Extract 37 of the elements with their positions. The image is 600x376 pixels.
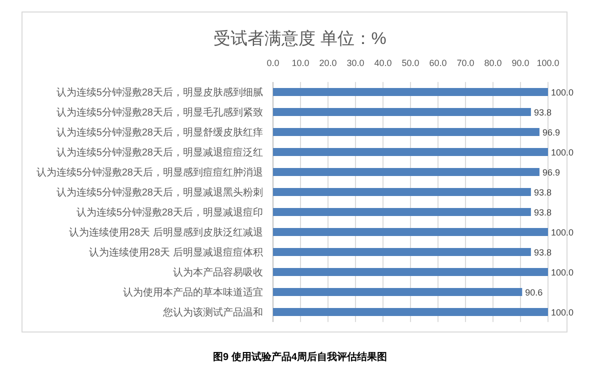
- title: 受试者满意度 单位：%: [214, 29, 386, 48]
- category: 认为连续5分钟湿敷28天后，明显减退痘印: [76, 208, 263, 218]
- category: 认为使用本产品的草本味道适宜: [123, 288, 263, 298]
- xtick: 100.0: [536, 58, 560, 68]
- category: 认为连续5分钟湿敷28天后，明显毛孔感到紧致: [56, 108, 263, 118]
- xtick: 0.0: [266, 58, 280, 68]
- xtick: 80.0: [484, 58, 502, 68]
- xtick: 60.0: [429, 58, 447, 68]
- category: 认为连续使用28天 后明显减退痘痘体积: [89, 248, 263, 258]
- category: 认为连续5分钟湿敷28天后，明显舒缓皮肤红痒: [56, 128, 263, 138]
- value-label: 100.0: [551, 268, 574, 278]
- xtick: 70.0: [456, 58, 474, 68]
- value-label: 93.8: [534, 248, 552, 258]
- category: 认为连续5分钟湿敷28天后，明显感到痘痘红肿消退: [36, 168, 263, 178]
- value-label: 93.8: [534, 208, 552, 218]
- category: 认为本产品容易吸收: [173, 268, 263, 278]
- category: 认为连续5分钟湿敷28天后，明显减退黑头粉刺: [56, 188, 263, 198]
- xtick: 20.0: [319, 58, 337, 68]
- category: 认为连续5分钟湿敷28天后，明显减退痘痘泛红: [56, 148, 263, 158]
- xtick: 30.0: [346, 58, 364, 68]
- value-label: 96.9: [542, 128, 560, 138]
- value-label: 93.8: [534, 108, 552, 118]
- value-label: 100.0: [551, 228, 574, 238]
- value-label: 93.8: [534, 188, 552, 198]
- annotation: 图9 使用试验产品4周后自我评估结果图: [213, 352, 387, 363]
- xtick: 10.0: [292, 58, 310, 68]
- category: 您认为该测试产品温和: [163, 308, 263, 318]
- category: 认为连续使用28天 后明显感到皮肤泛红减退: [69, 228, 263, 238]
- xtick: 50.0: [402, 58, 420, 68]
- value-label: 90.6: [525, 288, 543, 298]
- value-label: 96.9: [542, 168, 560, 178]
- category: 认为连续5分钟湿敷28天后，明显皮肤感到细腻: [56, 88, 263, 98]
- value-label: 100.0: [551, 148, 574, 158]
- value-label: 100.0: [551, 308, 574, 318]
- xtick: 40.0: [374, 58, 392, 68]
- xtick: 90.0: [512, 58, 530, 68]
- value-label: 100.0: [551, 88, 574, 98]
